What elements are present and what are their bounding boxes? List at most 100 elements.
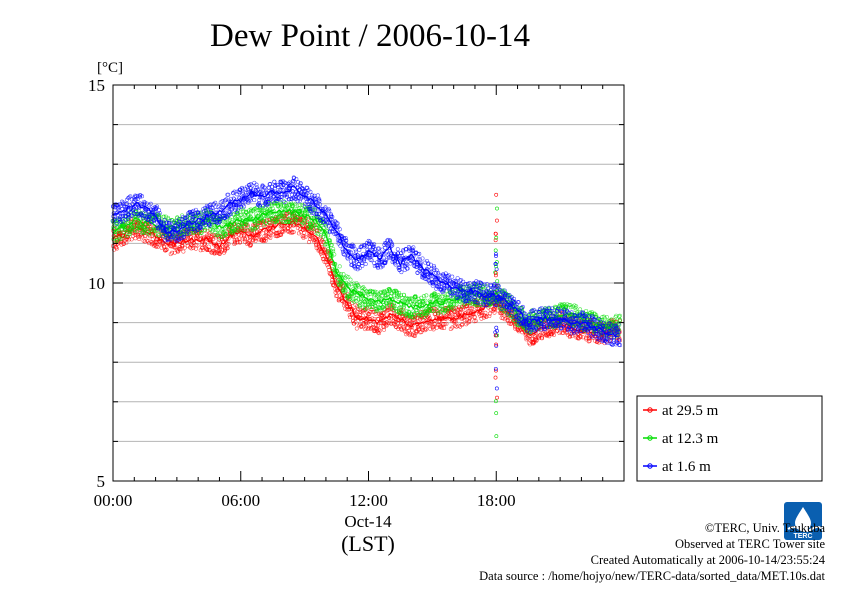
data-point [272, 222, 277, 227]
data-point [234, 237, 239, 242]
data-point [256, 233, 261, 238]
data-point [248, 242, 253, 247]
data-point [351, 318, 356, 323]
spike-markers [493, 192, 500, 439]
data-point [119, 242, 124, 247]
grid-lines [113, 124, 624, 442]
chart-title: Dew Point / 2006-10-14 [210, 18, 530, 54]
spike-marker [493, 248, 498, 253]
data-point [422, 328, 427, 333]
data-point [212, 225, 217, 230]
data-point [212, 250, 217, 255]
data-point [245, 223, 250, 228]
data-point [448, 316, 452, 321]
data-point [366, 317, 371, 322]
data-point [312, 223, 317, 228]
data-point [374, 327, 379, 331]
data-point [314, 240, 319, 245]
spike-marker [495, 333, 500, 338]
data-point [467, 319, 472, 324]
data-point [376, 323, 381, 328]
data-point [484, 314, 489, 319]
data-point [354, 326, 359, 331]
data-point [303, 234, 308, 239]
spike-marker [495, 206, 499, 211]
data-point [347, 299, 352, 304]
data-point [129, 197, 134, 202]
data-point [369, 258, 374, 263]
data-point [225, 241, 230, 246]
data-point [389, 293, 394, 298]
spike-marker [495, 218, 499, 223]
data-point [205, 248, 210, 253]
data-point [314, 242, 319, 247]
data-point [414, 328, 419, 333]
data-point [384, 320, 389, 325]
data-point [450, 274, 455, 279]
spike-marker [494, 386, 499, 391]
data-point [236, 236, 241, 241]
spike-marker [494, 192, 499, 197]
data-point [395, 247, 400, 252]
data-point [463, 314, 468, 319]
spike-marker [495, 279, 500, 284]
data-point [253, 238, 258, 243]
data-point [483, 310, 488, 315]
data-point [440, 326, 445, 330]
data-point [164, 247, 169, 252]
data-point [453, 319, 458, 324]
data-point [216, 240, 221, 245]
data-point [272, 179, 277, 184]
data-point [206, 232, 211, 237]
data-point [431, 327, 436, 332]
data-point [442, 321, 447, 326]
data-point [159, 241, 164, 246]
spike-marker [493, 238, 498, 243]
data-point [312, 193, 317, 198]
spike-marker [494, 235, 499, 240]
data-point [407, 331, 412, 336]
data-point [367, 311, 372, 316]
data-point [191, 246, 196, 250]
data-point [235, 240, 240, 245]
data-point [133, 236, 138, 241]
data-point [405, 325, 410, 330]
data-point [189, 246, 194, 251]
data-point [435, 309, 440, 314]
data-point [232, 241, 237, 246]
spike-marker [493, 399, 498, 404]
spike-marker [494, 264, 498, 269]
data-point [223, 210, 228, 215]
data-point [361, 313, 365, 318]
data-point [377, 331, 381, 336]
data-point [301, 235, 306, 240]
data-point [397, 306, 402, 311]
data-point [426, 323, 431, 328]
data-point [263, 236, 268, 241]
data-point [432, 322, 437, 327]
data-point [487, 314, 492, 319]
data-point [337, 264, 342, 269]
data-point [363, 262, 368, 266]
data-point [137, 237, 142, 241]
data-point [152, 243, 157, 248]
data-point [268, 235, 273, 240]
series-layer [110, 175, 623, 348]
data-point [127, 237, 132, 242]
data-point [443, 316, 448, 321]
data-point [341, 272, 346, 277]
spike-marker [494, 252, 498, 256]
data-point [182, 245, 187, 250]
spike-marker [493, 262, 498, 266]
data-point [435, 304, 440, 309]
spike-marker [493, 270, 498, 275]
data-point [353, 320, 358, 325]
data-point [200, 247, 205, 252]
data-point [358, 309, 363, 314]
data-point [252, 180, 257, 185]
data-point [202, 241, 207, 246]
data-point [452, 324, 457, 328]
data-point [393, 320, 398, 325]
spike-marker [494, 342, 498, 347]
